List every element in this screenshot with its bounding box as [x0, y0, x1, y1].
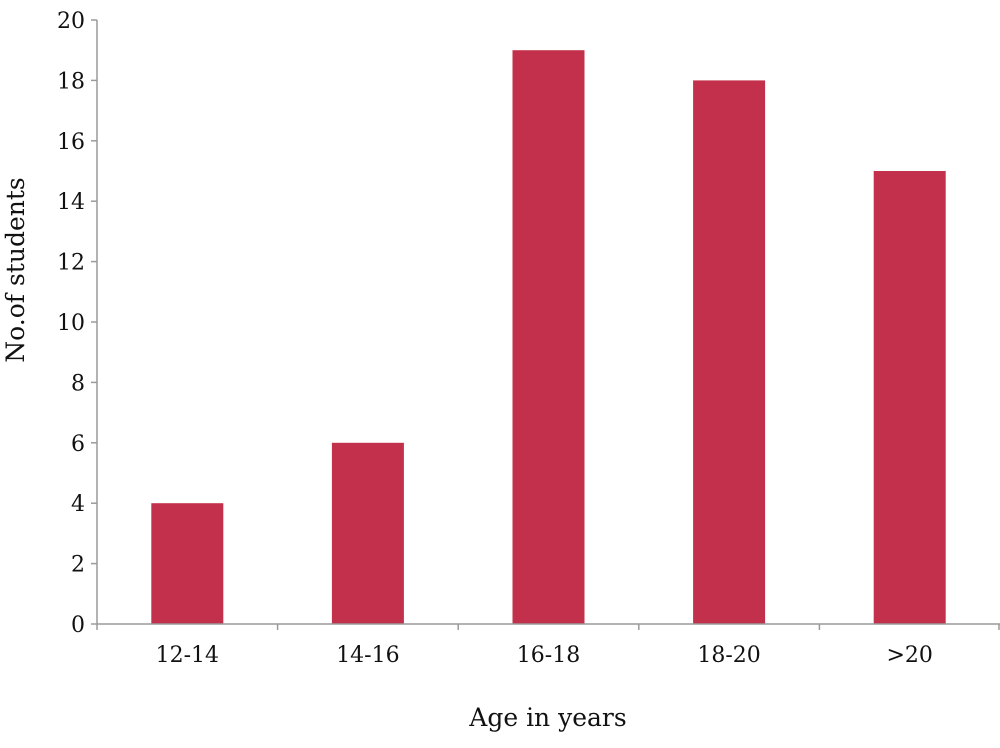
- x-axis-title: Age in years: [468, 703, 626, 732]
- y-tick-label: 16: [57, 130, 85, 155]
- x-tick-label: 12-14: [156, 643, 219, 668]
- bar-16-18: [512, 50, 585, 624]
- bar-14-16: [331, 442, 404, 624]
- y-tick-label: 4: [71, 492, 85, 517]
- y-tick-label: 0: [71, 613, 85, 638]
- bar-18-20: [693, 80, 766, 624]
- bar-12-14: [151, 503, 224, 624]
- x-tick-label: >20: [886, 643, 932, 668]
- y-tick-label: 2: [71, 553, 85, 578]
- bar->20: [873, 171, 946, 624]
- y-axis: 0 2 4 6 8 10 12 14 16 18 20: [57, 9, 98, 638]
- x-tick-label: 18-20: [697, 643, 760, 668]
- y-tick-label: 8: [71, 371, 85, 396]
- bars-group: [151, 50, 946, 624]
- x-tick-label: 14-16: [336, 643, 399, 668]
- y-tick-label: 6: [71, 432, 85, 457]
- x-axis: 12-14 14-16 16-18 18-20 >20: [96, 623, 1000, 668]
- x-tick-label: 16-18: [517, 643, 580, 668]
- y-tick-label: 12: [57, 251, 85, 276]
- y-tick-label: 20: [57, 9, 85, 34]
- y-tick-label: 18: [57, 69, 85, 94]
- y-axis-title: No.of students: [1, 177, 30, 362]
- y-tick-label: 10: [57, 311, 85, 336]
- y-tick-label: 14: [57, 190, 85, 215]
